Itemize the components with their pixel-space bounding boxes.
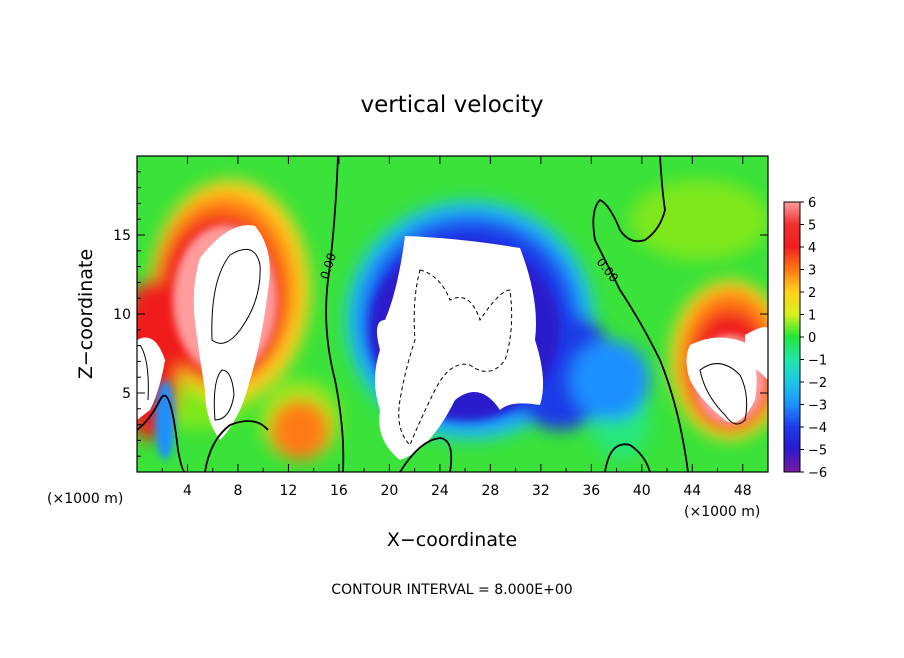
y-tick-label-15: 15 [113,228,131,244]
x-tick-label-40: 40 [633,483,651,499]
y-axis-ticks: 5 10 15 [113,171,768,457]
x-tick-label-32: 32 [532,483,550,499]
x-tick-label-24: 24 [431,483,449,499]
y-axis-label: Z−coordinate [75,249,97,379]
y-tick-label-10: 10 [113,307,131,323]
x-tick-label-8: 8 [233,483,242,499]
contour-interval-note: CONTOUR INTERVAL = 8.000E+00 [331,582,572,598]
colorbar-tick-label: 1 [808,309,816,324]
colorbar-tick-label: −3 [808,399,827,414]
colorbar-tick-label: 0 [808,331,816,346]
colorbar-tick-label: 3 [808,264,816,279]
colorbar-tick-label: 5 [808,219,816,234]
colorbar-tick-label: 2 [808,286,816,301]
colorbar [783,201,801,473]
colorbar-tick-label: 4 [808,241,816,256]
x-unit-right: (×1000 m) [684,504,760,520]
x-axis-label: X−coordinate [387,529,517,551]
x-tick-label-16: 16 [330,483,348,499]
x-tick-label-36: 36 [582,483,600,499]
colorbar-tick-label: −6 [808,466,827,481]
colorbar-tick-label: −2 [808,376,827,391]
x-tick-label-28: 28 [481,483,499,499]
x-unit-left: (×1000 m) [47,491,123,507]
x-tick-label-44: 44 [683,483,701,499]
colorbar-tick-label: −1 [808,354,827,369]
heatmap-field: 0.00 0.00 [137,156,768,472]
colorbar-ticks: 6 5 4 3 2 1 0 −1 −2 −3 −4 −5 −6 [800,196,827,481]
colorbar-tick-label: −4 [808,421,827,436]
colorbar-tick-label: −5 [808,444,827,459]
x-tick-label-20: 20 [380,483,398,499]
colorbar-tick-label: 6 [808,196,816,211]
x-tick-label-48: 48 [734,483,752,499]
y-tick-label-5: 5 [122,386,131,402]
x-tick-label-4: 4 [183,483,192,499]
x-tick-label-12: 12 [280,483,298,499]
x-axis-ticks: 4 8 12 16 20 24 28 32 36 40 44 48 [161,156,752,499]
chart-title: vertical velocity [361,92,544,118]
